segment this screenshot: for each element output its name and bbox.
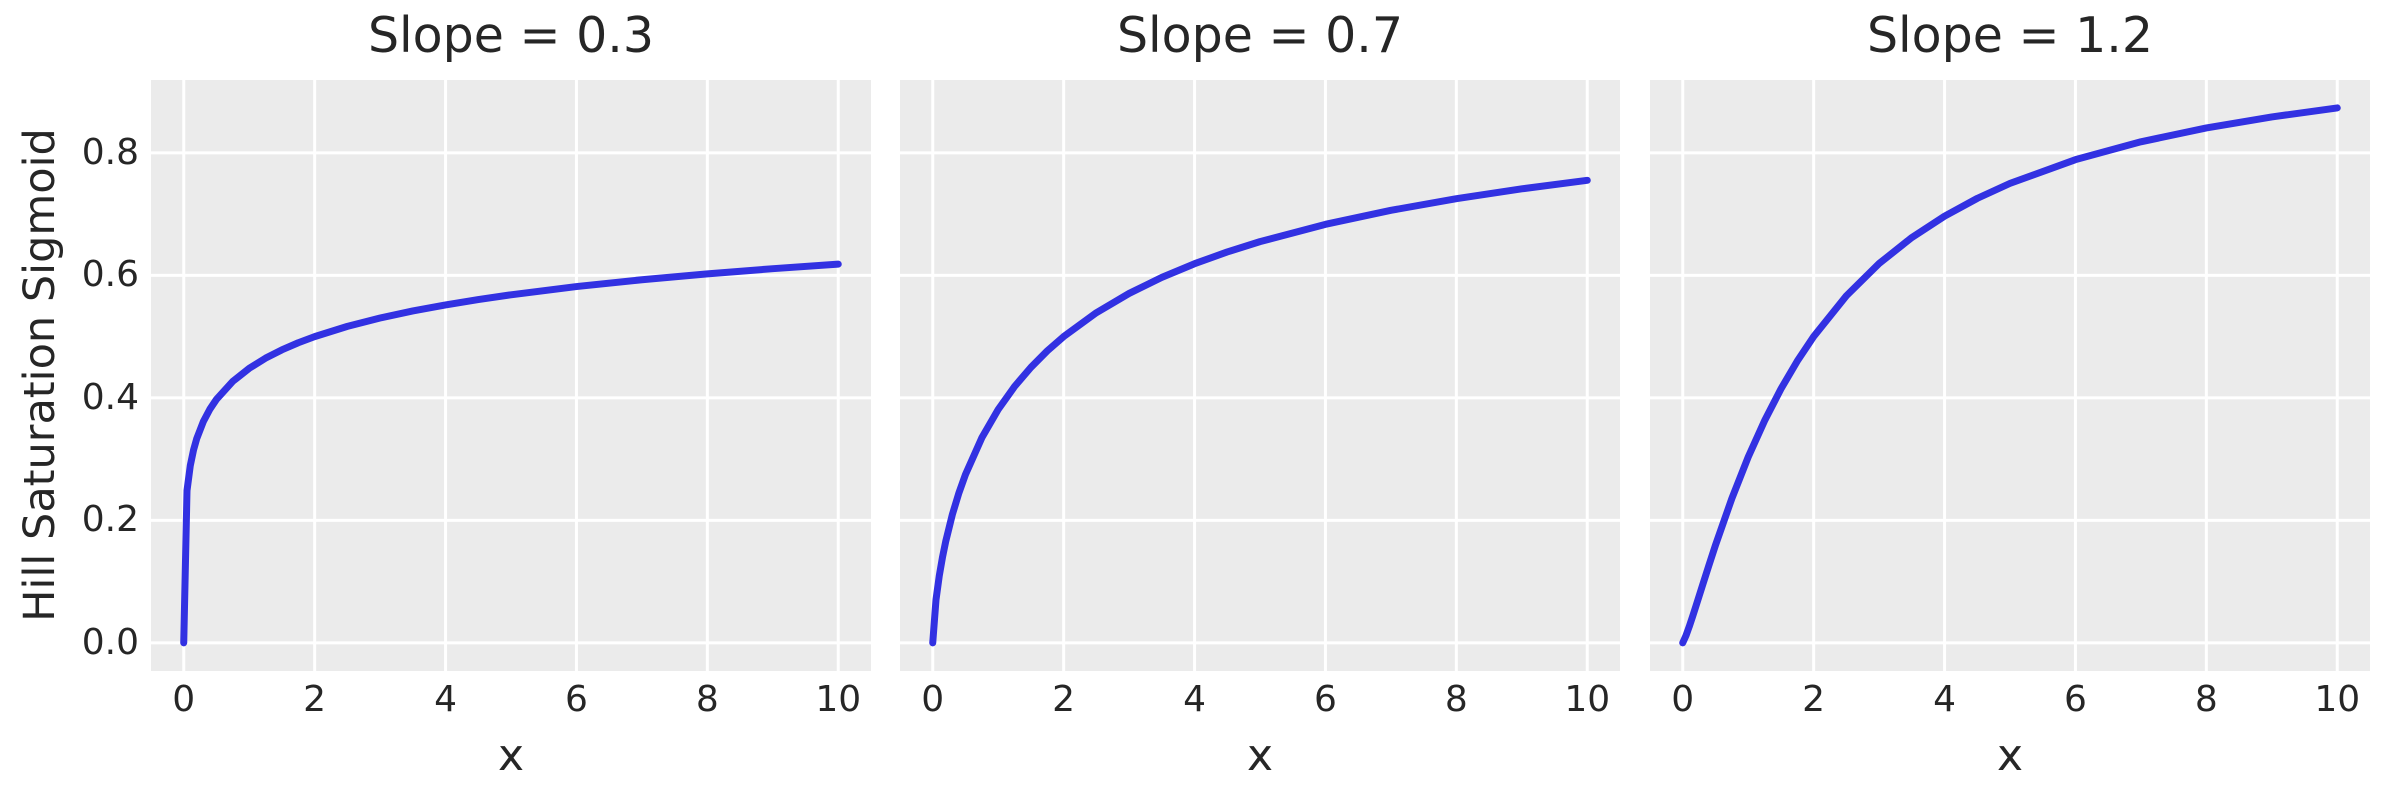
x-tick-label: 6 [2064, 679, 2087, 720]
subplot-title: Slope = 1.2 [1866, 7, 2154, 64]
x-tick-label: 0 [172, 679, 196, 720]
plot-canvas [900, 80, 1620, 671]
x-tick-label: 2 [1052, 679, 1076, 720]
x-tick-label: 8 [1444, 679, 1468, 720]
x-tick-label: 8 [2194, 679, 2218, 720]
subplot-slope-1-2: Slope = 1.2 x 0 2 4 6 8 10 [1650, 0, 2370, 800]
x-tick-label: 0 [1671, 679, 1695, 720]
plot-area [151, 80, 871, 671]
plot-area [1650, 80, 2370, 671]
x-tick-label: 6 [565, 679, 588, 720]
hill-curve [180, 260, 842, 647]
subplot-title: Slope = 0.7 [1116, 7, 1404, 64]
x-tick-label: 8 [695, 679, 719, 720]
x-axis-label: x [1246, 730, 1274, 781]
x-tick-label: 10 [1564, 679, 1611, 720]
y-tick-label: 0.8 [81, 131, 139, 173]
subplot-title: Slope = 0.3 [367, 7, 655, 64]
x-tick-label: 0 [921, 679, 945, 720]
plot-area [900, 80, 1620, 671]
y-tick-label: 0.4 [81, 376, 139, 418]
plot-canvas [151, 80, 871, 671]
hill-curve [929, 176, 1591, 647]
x-tick-label: 10 [2314, 679, 2361, 720]
x-tick-label: 2 [1802, 679, 1826, 720]
x-axis-label: x [1996, 730, 2024, 781]
y-tick-label: 0.0 [81, 621, 139, 663]
x-tick-label: 2 [303, 679, 327, 720]
x-tick-label: 4 [1933, 679, 1956, 720]
y-tick-label: 0.2 [81, 499, 139, 541]
x-axis-label: x [497, 730, 525, 781]
y-tick-label: 0.6 [81, 254, 139, 296]
x-tick-label: 4 [1183, 679, 1206, 720]
subplot-slope-0-7: Slope = 0.7 x 0 2 4 6 8 10 [900, 0, 1620, 800]
x-tick-label: 10 [815, 679, 862, 720]
subplot-slope-0-3: Slope = 0.3 x 0 2 4 6 8 10 0.0 0.2 0.4 0.6 0.8 [82, 0, 871, 800]
x-tick-label: 6 [1314, 679, 1337, 720]
plot-canvas [1650, 80, 2370, 671]
x-tick-label: 4 [434, 679, 457, 720]
hill-curve [1679, 104, 2341, 647]
